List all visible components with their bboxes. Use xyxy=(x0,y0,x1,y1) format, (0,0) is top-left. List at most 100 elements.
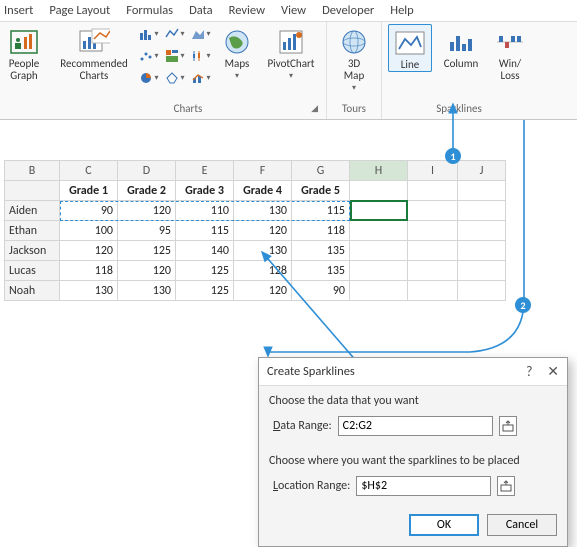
cell[interactable]: 120 xyxy=(234,281,292,301)
cell[interactable]: 125 xyxy=(176,261,234,281)
chart-type-grid xyxy=(138,24,212,88)
tab-help[interactable]: Help xyxy=(390,3,413,18)
col-header[interactable]: C xyxy=(60,161,118,181)
cell[interactable]: 118 xyxy=(60,261,118,281)
col-header[interactable]: B xyxy=(5,161,60,181)
cell[interactable]: 130 xyxy=(234,241,292,261)
sparkline-winloss-label: Win/ Loss xyxy=(499,58,521,82)
col-header[interactable]: H xyxy=(350,161,408,181)
recommended-charts-label: Recommended Charts xyxy=(60,58,127,82)
tab-data[interactable]: Data xyxy=(189,3,213,18)
sparkline-column-label: Column xyxy=(444,58,479,70)
cell[interactable]: 120 xyxy=(60,241,118,261)
cell[interactable]: 115 xyxy=(292,201,350,221)
maps-label: Maps xyxy=(225,58,250,70)
tab-review[interactable]: Review xyxy=(229,3,265,18)
cell[interactable]: 130 xyxy=(118,281,176,301)
cell[interactable]: Aiden xyxy=(5,201,60,221)
sparkline-line-button[interactable]: Line xyxy=(388,24,432,72)
cell[interactable]: 140 xyxy=(176,241,234,261)
3d-map-label: 3D Map xyxy=(344,58,364,82)
cell[interactable]: 115 xyxy=(176,221,234,241)
col-header[interactable]: J xyxy=(458,161,506,181)
chart-combo-button[interactable] xyxy=(190,68,212,88)
chart-scatter-button[interactable] xyxy=(138,46,160,66)
worksheet[interactable]: B C D E F G H I J Grade 1 Grade 2 Grade … xyxy=(0,120,577,301)
recommended-charts-icon xyxy=(78,26,110,58)
cell[interactable]: Grade 4 xyxy=(234,181,292,201)
chart-line-button[interactable] xyxy=(164,24,186,44)
cell[interactable]: 125 xyxy=(118,241,176,261)
recommended-charts-button[interactable]: Recommended Charts xyxy=(56,24,132,82)
people-graph-label: People Graph xyxy=(9,58,40,82)
sparkline-winloss-icon xyxy=(494,26,526,58)
pivotchart-button[interactable]: PivotChart ▾ xyxy=(262,24,320,82)
tab-developer[interactable]: Developer xyxy=(322,3,374,18)
charts-group-caption: Charts ◢ xyxy=(56,101,320,119)
col-header[interactable]: F xyxy=(234,161,292,181)
chart-column-button[interactable] xyxy=(138,24,160,44)
dialog-close-button[interactable]: ✕ xyxy=(547,363,559,380)
cell[interactable]: 120 xyxy=(118,201,176,221)
cell[interactable]: 95 xyxy=(118,221,176,241)
sparkline-column-icon xyxy=(445,26,477,58)
maps-button[interactable]: Maps ▾ xyxy=(218,24,256,82)
cell[interactable]: 125 xyxy=(176,281,234,301)
tab-insert[interactable]: Insert xyxy=(4,3,33,18)
cell[interactable]: 135 xyxy=(292,241,350,261)
cell[interactable]: 90 xyxy=(60,201,118,221)
chart-area-button[interactable] xyxy=(190,24,212,44)
data-range-label: Data Range: xyxy=(273,419,332,433)
ok-button[interactable]: OK xyxy=(409,514,479,536)
cell[interactable]: 120 xyxy=(234,221,292,241)
col-header[interactable]: G xyxy=(292,161,350,181)
cell[interactable]: 128 xyxy=(234,261,292,281)
cell[interactable]: Lucas xyxy=(5,261,60,281)
cell[interactable]: 100 xyxy=(60,221,118,241)
cell[interactable]: Grade 2 xyxy=(118,181,176,201)
chart-stock-button[interactable] xyxy=(190,46,212,66)
location-range-input[interactable] xyxy=(356,476,491,496)
cell[interactable]: Noah xyxy=(5,281,60,301)
location-range-picker[interactable] xyxy=(497,476,515,496)
maps-icon xyxy=(221,26,253,58)
cell[interactable]: Ethan xyxy=(5,221,60,241)
col-header[interactable]: E xyxy=(176,161,234,181)
cell[interactable]: Grade 5 xyxy=(292,181,350,201)
sparklines-group-caption: Sparklines xyxy=(388,101,530,119)
people-graph-button[interactable]: People Graph xyxy=(4,24,44,82)
cell[interactable]: 118 xyxy=(292,221,350,241)
tab-formulas[interactable]: Formulas xyxy=(126,3,173,18)
globe-icon xyxy=(338,26,370,58)
sparkline-winloss-button[interactable]: Win/ Loss xyxy=(490,24,530,82)
create-sparklines-dialog: Create Sparklines ? ✕ Choose the data th… xyxy=(258,357,568,547)
chart-pie-button[interactable] xyxy=(138,68,160,88)
sparkline-line-icon xyxy=(394,27,426,59)
chart-hierarchy-button[interactable] xyxy=(164,46,186,66)
tab-page-layout[interactable]: Page Layout xyxy=(49,3,110,18)
dialog-help-button[interactable]: ? xyxy=(526,363,533,380)
data-range-input[interactable] xyxy=(338,416,493,436)
ribbon: People Graph Recommended Charts xyxy=(0,22,577,120)
data-range-picker[interactable] xyxy=(499,416,517,436)
ribbon-tabs: Insert Page Layout Formulas Data Review … xyxy=(0,0,577,22)
sparkline-column-button[interactable]: Column xyxy=(438,24,484,70)
3d-map-button[interactable]: 3D Map ▾ xyxy=(333,24,375,94)
callout-badge-2: 2 xyxy=(515,297,531,313)
tab-view[interactable]: View xyxy=(281,3,306,18)
cell[interactable]: 120 xyxy=(118,261,176,281)
cell[interactable]: 135 xyxy=(292,261,350,281)
cell[interactable]: Grade 3 xyxy=(176,181,234,201)
cell[interactable]: 90 xyxy=(292,281,350,301)
cell[interactable]: 130 xyxy=(234,201,292,221)
chart-radar-button[interactable] xyxy=(164,68,186,88)
pivotchart-icon xyxy=(275,26,307,58)
charts-dialog-launcher[interactable]: ◢ xyxy=(311,101,318,117)
cell[interactable]: 110 xyxy=(176,201,234,221)
cell[interactable]: Grade 1 xyxy=(60,181,118,201)
col-header[interactable]: D xyxy=(118,161,176,181)
sparkline-line-label: Line xyxy=(401,59,419,71)
cell[interactable]: Jackson xyxy=(5,241,60,261)
cancel-button[interactable]: Cancel xyxy=(487,514,557,536)
cell[interactable]: 130 xyxy=(60,281,118,301)
